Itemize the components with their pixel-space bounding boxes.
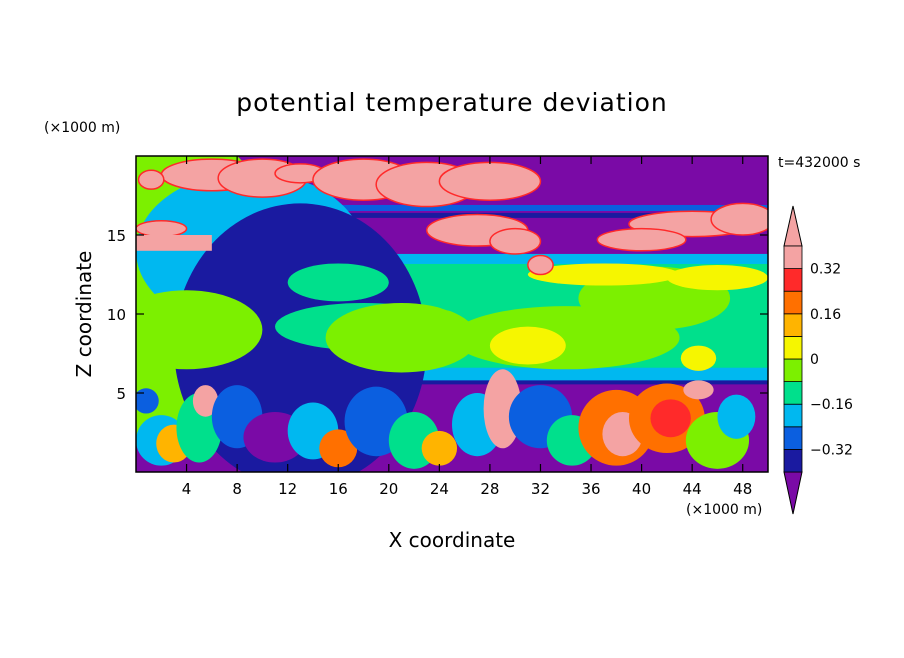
positive-anomaly-region <box>137 169 165 190</box>
mid-layer-blob <box>666 265 768 291</box>
lower-layer-cell <box>717 394 756 439</box>
time-label: t=432000 s <box>778 155 861 171</box>
lower-layer-cell <box>650 399 691 438</box>
colorbar: 0.32 0.16 0 −0.16 −0.32 <box>783 205 853 515</box>
x-tick-label: 8 <box>232 480 242 498</box>
colorbar-tick-label: −0.16 <box>810 397 853 413</box>
chart-title: potential temperature deviation <box>236 88 668 117</box>
colorbar-segment <box>783 245 803 270</box>
lower-layer-cell <box>683 380 714 400</box>
mid-layer-blob <box>287 263 389 302</box>
positive-anomaly-region <box>136 235 212 251</box>
colorbar-tick-label: 0.32 <box>810 262 841 278</box>
boundary-line-low <box>136 380 768 385</box>
colorbar-segment <box>783 313 803 337</box>
x-tick-label: 16 <box>329 480 348 498</box>
colorbar-tick-label: 0 <box>810 352 819 368</box>
y-tick-label: 10 <box>107 306 126 324</box>
positive-anomaly-region <box>710 202 768 236</box>
colorbar-tick-label: 0.16 <box>810 307 841 323</box>
x-tick-label: 40 <box>632 480 651 498</box>
x-tick-label: 32 <box>531 480 550 498</box>
y-axis-multiplier: (×1000 m) <box>44 120 121 136</box>
x-axis: 4 8 12 16 20 24 28 32 36 40 44 48 <box>182 156 752 498</box>
x-tick-label: 48 <box>733 480 752 498</box>
colorbar-segment <box>783 426 803 450</box>
x-tick-label: 20 <box>379 480 398 498</box>
mid-layer-blob <box>680 345 717 371</box>
lower-layer-cell <box>136 388 159 414</box>
x-tick-label: 4 <box>182 480 192 498</box>
lower-layer-cell <box>192 385 219 417</box>
mid-layer-blob <box>426 274 503 313</box>
x-axis-label: X coordinate <box>388 528 516 552</box>
y-axis-label: Z coordinate <box>72 250 96 378</box>
x-tick-label: 44 <box>683 480 702 498</box>
colorbar-extend-high <box>783 205 803 247</box>
x-tick-label: 24 <box>430 480 449 498</box>
colorbar-extend-low <box>783 471 803 515</box>
y-tick-label: 15 <box>107 227 126 245</box>
x-axis-multiplier: (×1000 m) <box>686 502 763 518</box>
lower-layer-cell <box>319 429 358 468</box>
lower-layer-cell <box>421 430 458 466</box>
colorbar-segment <box>783 268 803 292</box>
colorbar-segment <box>783 335 803 360</box>
positive-anomaly-region <box>489 227 542 255</box>
x-tick-label: 36 <box>581 480 600 498</box>
mid-layer-top-edge <box>136 253 768 264</box>
y-tick-label: 5 <box>116 385 126 403</box>
positive-anomaly-region <box>438 161 542 201</box>
x-tick-label: 12 <box>278 480 297 498</box>
colorbar-segment <box>783 358 803 383</box>
y-axis: 5 10 15 <box>107 227 768 403</box>
colorbar-segment <box>783 290 803 315</box>
positive-anomaly-region <box>527 254 554 276</box>
mid-layer-blob <box>527 263 680 286</box>
mid-layer-blob <box>489 326 566 365</box>
boundary-line-high <box>136 204 768 211</box>
mid-layer-blob <box>325 302 478 373</box>
colorbar-tick-label: −0.32 <box>810 442 853 458</box>
colorbar-segment <box>783 403 803 428</box>
colorbar-segment <box>783 448 803 473</box>
positive-anomaly-region <box>596 227 687 252</box>
positive-anomaly-region <box>136 220 188 238</box>
colorbar-segment <box>783 381 803 405</box>
mid-layer-blob <box>136 290 263 370</box>
boundary-line-high-2 <box>136 212 768 218</box>
contour-field <box>136 156 768 472</box>
x-tick-label: 28 <box>480 480 499 498</box>
